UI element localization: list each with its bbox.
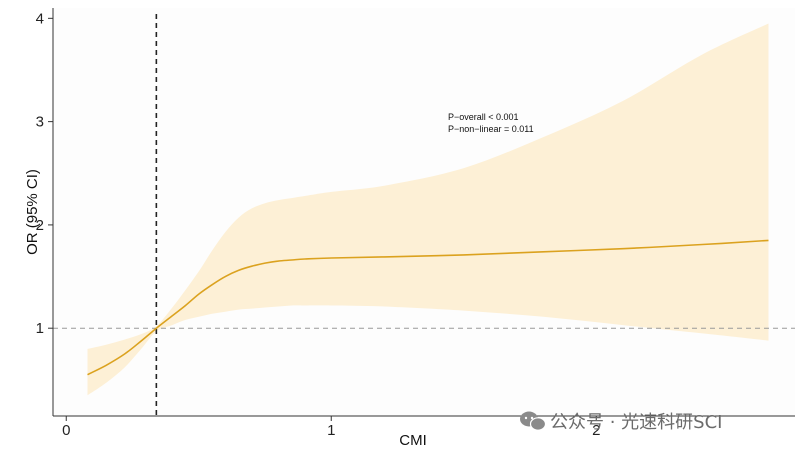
x-tick-label: 0	[62, 422, 70, 439]
confidence-band-layer	[87, 23, 769, 396]
p-overall-annotation: P−overall < 0.001	[448, 112, 519, 122]
confidence-band	[87, 23, 769, 396]
wechat-icon	[520, 411, 547, 431]
y-tick-label: 4	[36, 10, 44, 27]
or-curve-layer	[87, 239, 769, 376]
watermark: 公众号 · 光速科研SCI	[520, 411, 722, 433]
axes	[52, 8, 795, 417]
x-tick-label: 2	[592, 422, 600, 439]
y-tick-label: 1	[36, 320, 44, 337]
y-tick-label: 3	[36, 114, 44, 131]
watermark-text: 公众号 · 光速科研SCI	[550, 412, 722, 433]
x-tick-label: 1	[327, 422, 335, 439]
y-axis-title: OR (95% CI)	[24, 169, 41, 255]
ticks: 0 1 2 1 2 3 4	[36, 10, 601, 439]
x-axis-title: CMI	[399, 432, 427, 449]
or-curve	[87, 239, 769, 376]
reference-lines	[53, 14, 795, 416]
p-nonlinear-annotation: P−non−linear = 0.011	[448, 124, 534, 134]
y-tick-label: 2	[36, 217, 44, 234]
